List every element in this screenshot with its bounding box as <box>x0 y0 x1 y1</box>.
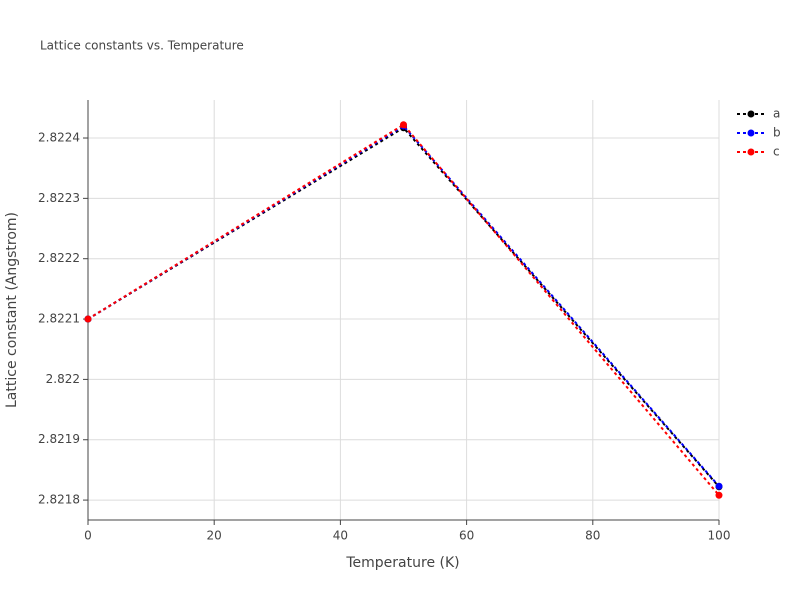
series-line <box>87 124 720 487</box>
data-point <box>84 315 92 323</box>
legend-label: c <box>773 145 780 159</box>
x-tick-label: 20 <box>207 529 222 543</box>
series-line <box>87 126 720 488</box>
y-tick-label: 2.822 <box>46 372 80 386</box>
y-tick-label: 2.8224 <box>38 131 80 145</box>
x-tick-label: 40 <box>333 529 348 543</box>
x-tick-label: 60 <box>459 529 474 543</box>
y-tick-label: 2.8218 <box>38 493 80 507</box>
y-tick-label: 2.8221 <box>38 312 80 326</box>
data-point <box>400 121 407 129</box>
legend-marker <box>747 129 755 137</box>
y-axis-title: Lattice constant (Angstrom) <box>4 212 20 408</box>
x-tick-label: 80 <box>585 529 600 543</box>
legend-label: b <box>773 126 781 140</box>
y-tick-label: 2.8223 <box>38 191 80 205</box>
data-point <box>715 491 723 499</box>
x-axis-title: Temperature (K) <box>345 555 459 571</box>
data-point <box>715 482 723 490</box>
y-tick-label: 2.8222 <box>38 251 80 265</box>
chart-title: Lattice constants vs. Temperature <box>40 39 244 53</box>
legend-label: a <box>773 107 780 121</box>
x-tick-label: 100 <box>708 529 731 543</box>
x-tick-label: 0 <box>84 529 92 543</box>
legend-marker <box>747 148 755 156</box>
legend-marker <box>747 110 755 118</box>
y-tick-label: 2.8219 <box>38 432 80 446</box>
